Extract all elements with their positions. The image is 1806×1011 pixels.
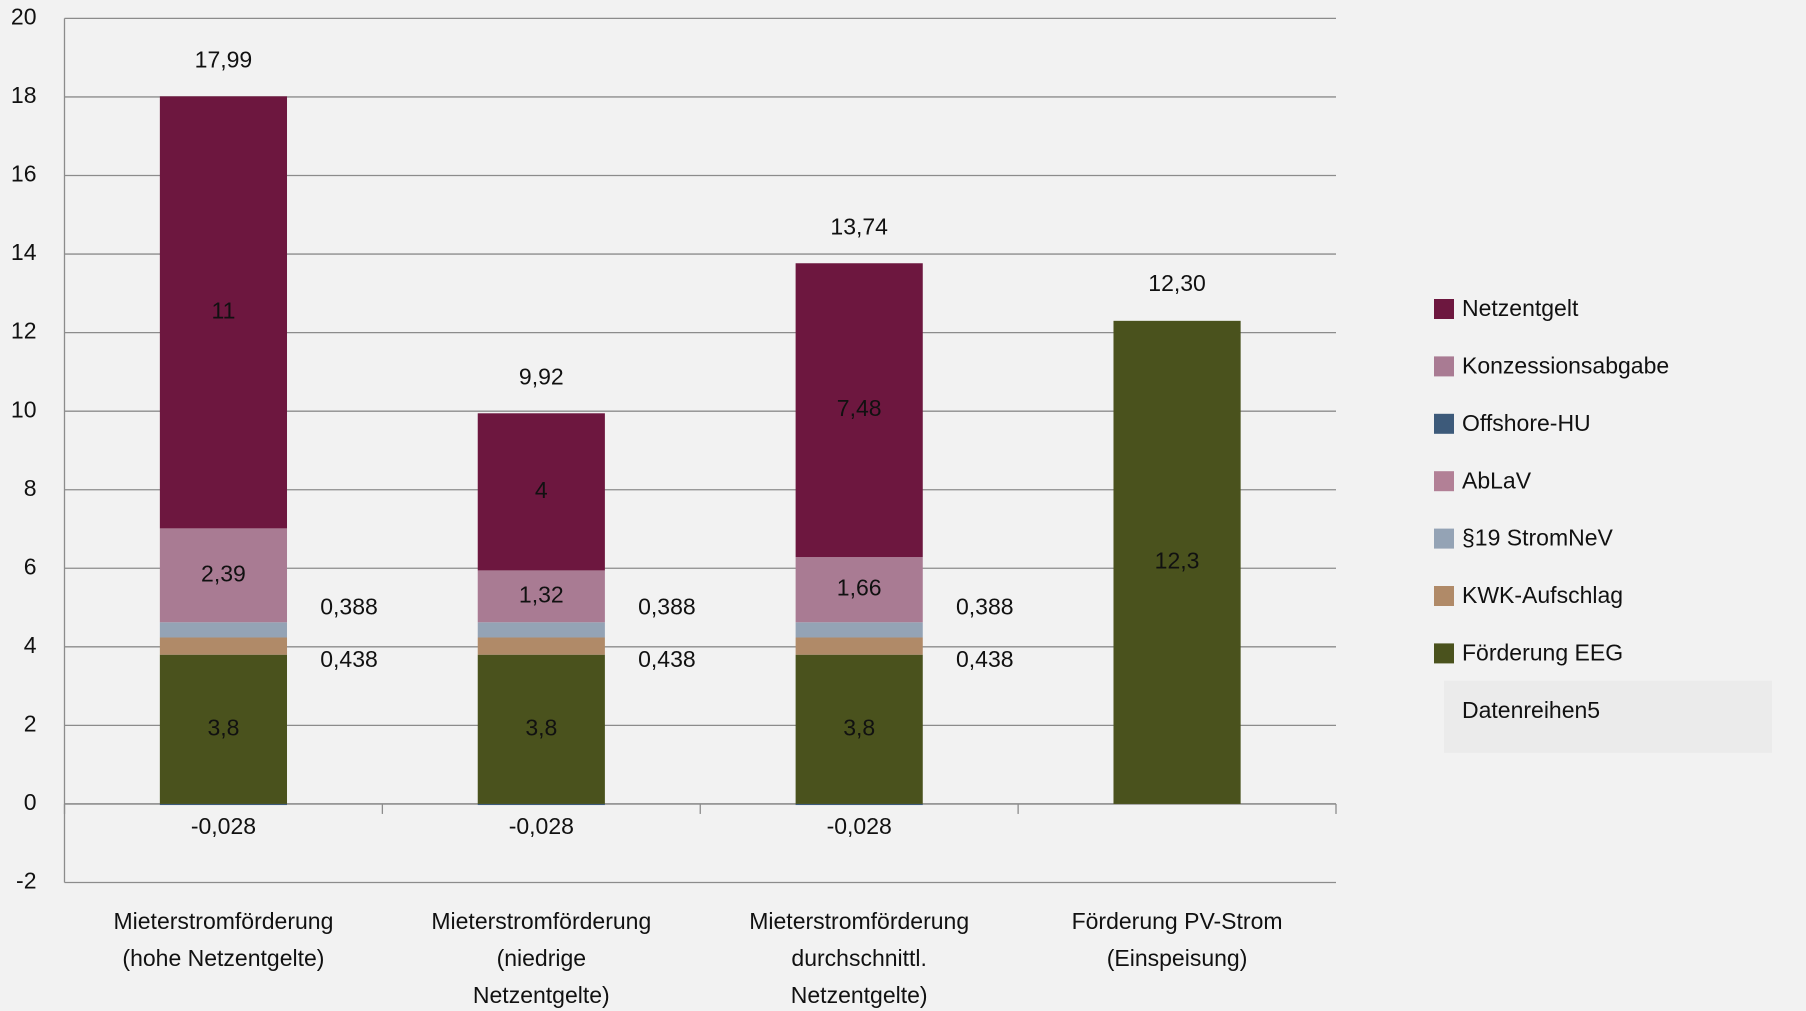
data-label: 0,438 — [638, 646, 696, 672]
legend-label: Konzessionsabgabe — [1462, 352, 1669, 378]
bar-segment — [159, 637, 288, 655]
data-label: 11 — [211, 297, 235, 323]
bar-segment — [795, 803, 923, 806]
legend-label: KWK-Aufschlag — [1462, 582, 1623, 608]
legend-swatch — [1434, 356, 1454, 377]
data-label: -0,028 — [509, 813, 574, 839]
data-label: 0,388 — [638, 593, 696, 619]
bar-segment — [159, 803, 288, 806]
bar-segment — [159, 528, 288, 623]
y-tick-label: 2 — [24, 710, 37, 736]
legend-swatch — [1434, 586, 1454, 606]
total-label: 17,99 — [195, 46, 253, 72]
data-label: -0,028 — [827, 813, 892, 839]
legend-label: Förderung EEG — [1462, 639, 1623, 665]
y-tick-label: -2 — [16, 868, 36, 894]
legend-label: §19 StromNeV — [1462, 525, 1614, 551]
bar-segment — [795, 654, 923, 804]
data-label: 3,8 — [843, 714, 875, 740]
y-tick-label: 14 — [11, 239, 37, 265]
x-tick-label: Mieterstromförderung (niedrige Netzentgelt… — [431, 908, 651, 1008]
bar-segment — [477, 803, 605, 806]
y-tick-label: 16 — [11, 161, 37, 187]
bar-segment — [795, 557, 923, 623]
data-label: 0,388 — [320, 593, 378, 619]
legend-swatch — [1434, 471, 1454, 492]
bar-segment — [795, 622, 923, 638]
data-label: 0,438 — [320, 646, 378, 672]
y-tick-label: 6 — [24, 553, 37, 579]
data-label: 1,66 — [837, 575, 882, 601]
data-label: 0,388 — [956, 593, 1014, 619]
legend-swatch — [1434, 643, 1454, 664]
y-tick-label: 18 — [11, 82, 37, 108]
data-label: 12,3 — [1155, 547, 1200, 573]
bar-segment — [477, 413, 605, 571]
data-label: 3,8 — [207, 714, 239, 740]
y-tick-label: 0 — [24, 789, 37, 815]
y-tick-label: 12 — [11, 318, 37, 344]
bar-segment — [477, 637, 605, 655]
bar-segment — [159, 654, 288, 804]
y-tick-label: 4 — [24, 632, 37, 658]
y-tick-label: 10 — [11, 396, 37, 422]
bar-segment — [477, 654, 605, 804]
legend-label: AbLaV — [1462, 467, 1532, 493]
bar-segment — [795, 263, 923, 558]
x-tick-label: Förderung PV-Strom (Einspeisung) — [1072, 908, 1283, 971]
bar-segment — [159, 96, 288, 529]
x-tick-label: Mieterstromförderung (hohe Netzentgelte) — [114, 908, 334, 971]
total-label: 13,74 — [830, 213, 888, 239]
data-label: 2,39 — [201, 560, 246, 586]
legend-highlight — [1444, 680, 1772, 753]
bar-segment — [1113, 320, 1241, 804]
legend-swatch — [1434, 413, 1454, 434]
bar-segment — [477, 570, 605, 623]
x-tick-label: Mieterstromförderung durchschnittl. Netzen… — [749, 908, 969, 1008]
total-label: 12,30 — [1148, 270, 1206, 296]
legend-label: Netzentgelt — [1462, 295, 1579, 321]
legend-label: Offshore-HU — [1462, 410, 1591, 436]
bar-segment — [795, 637, 923, 655]
legend-swatch — [1434, 528, 1454, 549]
total-label: 9,92 — [519, 363, 564, 389]
data-label: 4 — [535, 477, 548, 503]
data-label: 3,8 — [525, 714, 557, 740]
legend-label: Datenreihen5 — [1462, 697, 1600, 723]
data-label: -0,028 — [191, 813, 256, 839]
data-label: 0,438 — [956, 646, 1014, 672]
bar-segment — [159, 622, 288, 638]
y-tick-label: 20 — [11, 3, 37, 29]
legend-swatch — [1434, 299, 1454, 319]
data-label: 7,48 — [837, 395, 882, 421]
data-label: 1,32 — [519, 581, 564, 607]
y-tick-label: 8 — [24, 475, 37, 501]
bar-segment — [477, 622, 605, 638]
